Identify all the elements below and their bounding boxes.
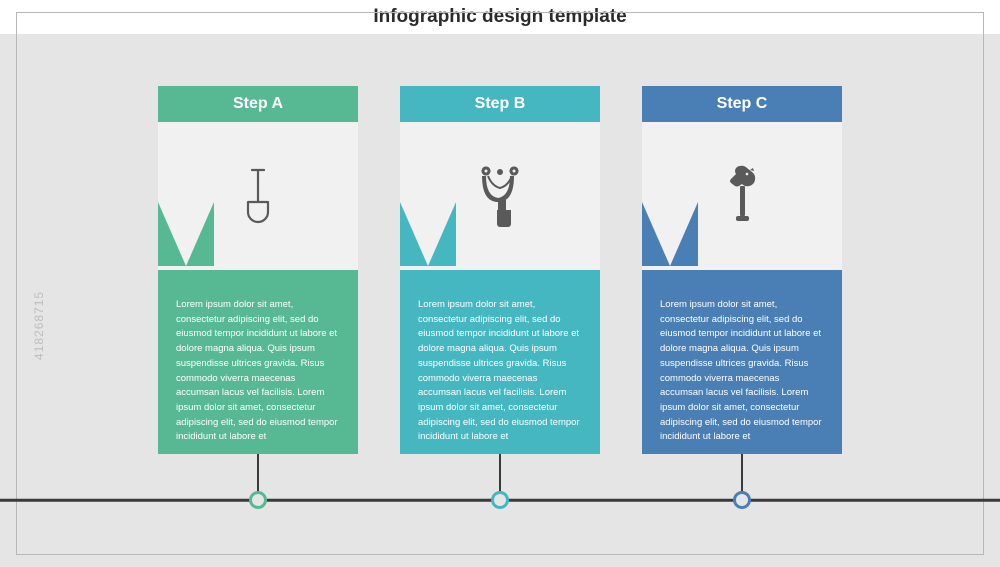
step-card-b: Step B Lorem ipsum dolor sit amet, conse… [400, 86, 600, 454]
step-header: Step A [158, 86, 358, 122]
timeline-node-b [491, 491, 509, 509]
step-body: Lorem ipsum dolor sit amet, consectetur … [642, 270, 842, 454]
step-header: Step B [400, 86, 600, 122]
step-header: Step C [642, 86, 842, 122]
step-label: Step C [717, 95, 768, 113]
step-label: Step B [475, 95, 526, 113]
slingshot-icon [472, 164, 528, 228]
step-lorem: Lorem ipsum dolor sit amet, consectetur … [660, 299, 822, 442]
step-body: Lorem ipsum dolor sit amet, consectetur … [158, 270, 358, 454]
step-body: Lorem ipsum dolor sit amet, consectetur … [400, 270, 600, 454]
step-card-a: Step A Lorem ipsum dolor sit amet, conse… [158, 86, 358, 454]
step-icon-area [400, 122, 600, 270]
step-label: Step A [233, 95, 283, 113]
timeline-node-c [733, 491, 751, 509]
shovel-icon [230, 164, 286, 228]
step-card-c: Step C Lorem ipsum dolor sit amet, conse… [642, 86, 842, 454]
step-lorem: Lorem ipsum dolor sit amet, consectetur … [176, 299, 338, 442]
step-icon-area [642, 122, 842, 270]
cards-row: Step A Lorem ipsum dolor sit amet, conse… [0, 86, 1000, 454]
timeline-node-a [249, 491, 267, 509]
hobby-horse-icon [714, 164, 770, 228]
step-icon-area [158, 122, 358, 270]
step-lorem: Lorem ipsum dolor sit amet, consectetur … [418, 299, 580, 442]
